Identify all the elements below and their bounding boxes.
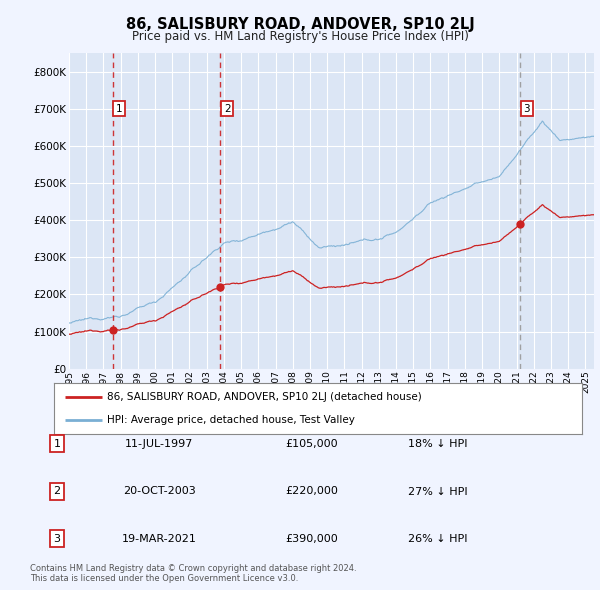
Text: 3: 3 — [524, 104, 530, 114]
Text: Contains HM Land Registry data © Crown copyright and database right 2024.
This d: Contains HM Land Registry data © Crown c… — [30, 563, 356, 583]
Text: 1: 1 — [53, 439, 61, 448]
Text: 18% ↓ HPI: 18% ↓ HPI — [408, 439, 468, 448]
Text: 20-OCT-2003: 20-OCT-2003 — [122, 487, 196, 496]
Text: 3: 3 — [53, 534, 61, 543]
Text: 27% ↓ HPI: 27% ↓ HPI — [408, 487, 468, 496]
Text: 11-JUL-1997: 11-JUL-1997 — [125, 439, 193, 448]
Text: Price paid vs. HM Land Registry's House Price Index (HPI): Price paid vs. HM Land Registry's House … — [131, 30, 469, 43]
Text: £220,000: £220,000 — [286, 487, 338, 496]
Text: £105,000: £105,000 — [286, 439, 338, 448]
Text: £390,000: £390,000 — [286, 534, 338, 543]
Text: 2: 2 — [224, 104, 230, 114]
Text: 2: 2 — [53, 487, 61, 496]
Text: 19-MAR-2021: 19-MAR-2021 — [122, 534, 196, 543]
Text: 1: 1 — [116, 104, 122, 114]
Text: HPI: Average price, detached house, Test Valley: HPI: Average price, detached house, Test… — [107, 415, 355, 425]
Text: 86, SALISBURY ROAD, ANDOVER, SP10 2LJ: 86, SALISBURY ROAD, ANDOVER, SP10 2LJ — [125, 17, 475, 32]
Text: 26% ↓ HPI: 26% ↓ HPI — [408, 534, 468, 543]
Text: 86, SALISBURY ROAD, ANDOVER, SP10 2LJ (detached house): 86, SALISBURY ROAD, ANDOVER, SP10 2LJ (d… — [107, 392, 422, 402]
